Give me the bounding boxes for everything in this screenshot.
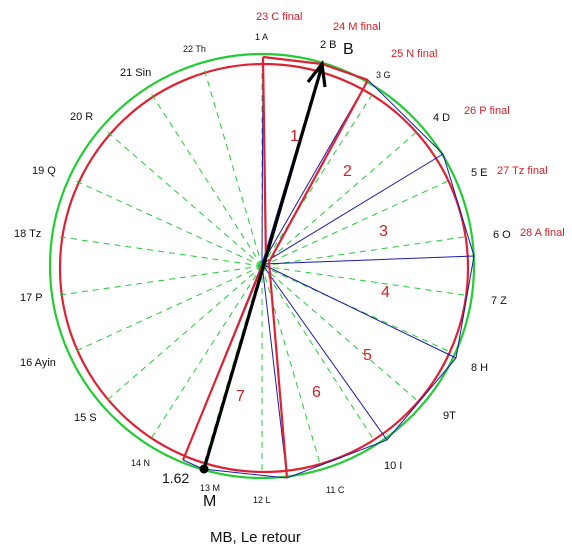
big-label-b: B (343, 41, 354, 58)
red-line (181, 263, 265, 461)
outer-label: 2 B (320, 39, 337, 51)
dashed-spoke (106, 265, 263, 401)
outer-label: 19 Q (32, 165, 56, 177)
outer-label: 20 R (70, 111, 93, 123)
triangle-number: 7 (236, 388, 245, 405)
outer-label: 10 I (384, 460, 402, 472)
m-dot (199, 464, 209, 474)
outer-label: 11 C (326, 485, 345, 495)
outer-label: 13 M (200, 483, 220, 493)
red-zigzag (183, 57, 474, 478)
final-label: 24 M final (333, 21, 381, 33)
dashed-spoke (261, 93, 374, 267)
blue-spoke (261, 153, 444, 265)
outer-label: 21 Sin (120, 67, 151, 79)
outer-label: 22 Th (183, 44, 206, 54)
blue-spoke (261, 263, 457, 359)
outer-label: 16 Ayin (20, 357, 56, 369)
final-letter-labels: 23 C final 24 M final 25 N final 26 P final… (256, 11, 565, 239)
dashed-spoke (150, 265, 263, 439)
final-label: 26 P final (464, 105, 510, 117)
dashed-spoke (261, 236, 465, 267)
blue-spoke (261, 263, 288, 479)
dashed-spoke (261, 131, 418, 267)
outer-label: 8 H (471, 362, 488, 374)
caption: MB, Le retour (210, 529, 301, 546)
red-line (267, 261, 289, 479)
outer-label: 5 E (471, 167, 488, 179)
dashed-spoke (203, 69, 263, 267)
red-line (321, 62, 369, 82)
outer-label: 18 Tz (14, 228, 41, 240)
dashed-spoke (75, 265, 263, 352)
ratio-label: 1.62 (162, 470, 189, 486)
outer-label: 4 D (433, 112, 450, 124)
final-label: 27 Tz final (497, 165, 548, 177)
dashed-spoke (261, 265, 418, 401)
outer-label: 1 A (255, 32, 268, 42)
outer-label: 3 G (376, 70, 391, 80)
red-line (261, 56, 268, 263)
outer-label: 14 N (131, 458, 150, 468)
red-lines (181, 55, 369, 479)
blue-spoke (261, 263, 388, 441)
blue-polygon (182, 56, 475, 479)
triangle-number: 2 (343, 163, 352, 180)
dashed-spoke (261, 180, 449, 267)
outer-label: 7 Z (491, 295, 507, 307)
dashed-spoke (261, 265, 374, 439)
outer-label: 6 O (493, 229, 511, 241)
triangle-number: 4 (381, 284, 390, 301)
dashed-spoke (106, 131, 263, 267)
final-label: 23 C final (256, 11, 302, 23)
blue-outline (182, 56, 475, 479)
outer-label: 17 P (20, 292, 43, 304)
dashed-spokes (59, 61, 465, 471)
triangle-number: 1 (290, 128, 299, 145)
outer-label: 9T (443, 410, 456, 422)
big-label-m: M (203, 493, 216, 510)
triangle-number: 6 (312, 384, 321, 401)
final-label: 28 A final (520, 227, 565, 239)
dashed-spoke (59, 265, 263, 296)
outer-label: 15 S (74, 412, 97, 424)
blue-spoke (261, 255, 475, 265)
dashed-spoke (150, 93, 263, 267)
final-label: 25 N final (391, 48, 437, 60)
red-line (268, 79, 369, 263)
red-line (262, 55, 323, 66)
dashed-spoke (75, 180, 263, 267)
arrow-m-to-b (199, 59, 327, 474)
triangle-numbers: 1 2 3 4 5 6 7 (236, 128, 390, 405)
triangle-number: 3 (379, 223, 388, 240)
outer-label: 12 L (253, 495, 271, 505)
dashed-spoke (261, 265, 465, 296)
dashed-spoke (261, 265, 321, 463)
dashed-spoke (59, 236, 263, 267)
triangle-number: 5 (363, 347, 372, 364)
dashed-spoke (261, 265, 449, 352)
green-circle (48, 52, 476, 480)
